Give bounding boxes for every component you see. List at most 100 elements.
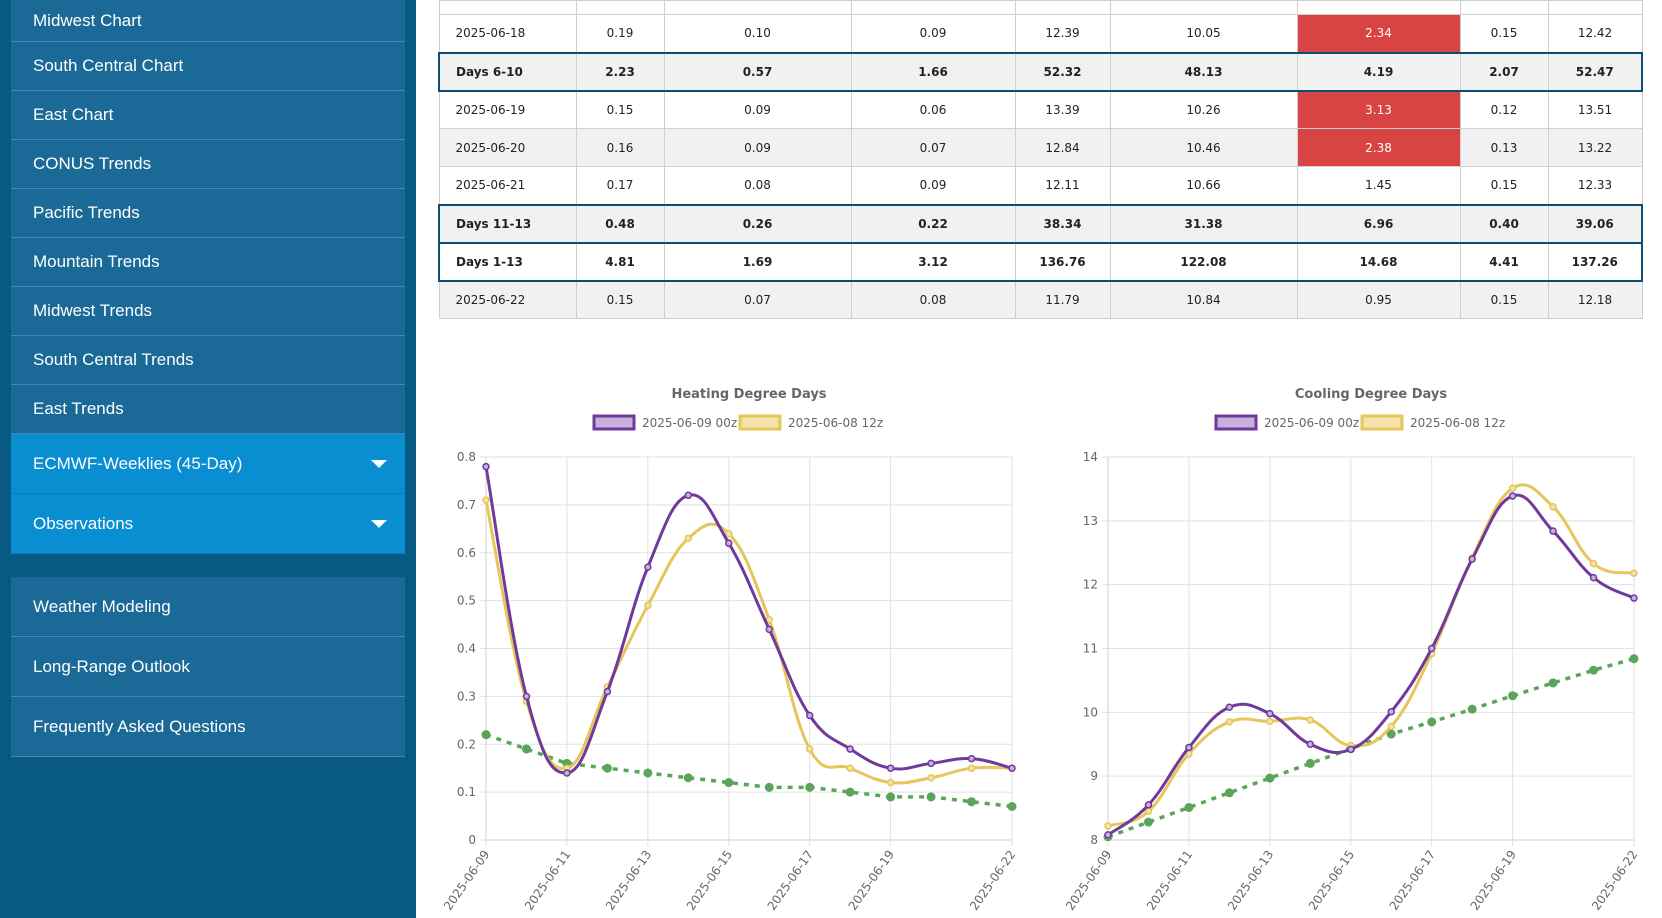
row-label-cell: 2025-06-18	[438, 14, 577, 53]
table-row: 2025-06-21 0.17 0.08 0.09 12.11 10.66 1.45 0.15…	[438, 166, 1643, 205]
summary-row: Days 11-13 0.48 0.26 0.22 38.34 31.38 6.96 0.40…	[438, 203, 1643, 244]
cooling-degree-days-chart: Cooling Degree Days 2025-06-09 00z 2025-06…	[1060, 380, 1650, 918]
sidebar-item-east-trends[interactable]: East Trends	[11, 385, 405, 434]
sidebar-item-long-range-outlook[interactable]: Long-Range Outlook	[11, 637, 405, 697]
value-cell: 1.45	[1296, 166, 1461, 205]
y-tick-label: 0.1	[457, 785, 476, 799]
data-point	[602, 763, 612, 773]
data-point	[846, 745, 854, 753]
value-cell: 13.22	[1547, 128, 1643, 167]
sidebar-item-label: South Central Chart	[33, 56, 184, 75]
series-line	[1107, 483, 1635, 828]
value-cell: 0.09	[663, 90, 852, 129]
data-point	[967, 797, 977, 807]
value-cell	[1109, 0, 1298, 15]
value-cell: 0.48	[575, 203, 665, 244]
x-tick-label: 2025-06-15	[684, 848, 735, 913]
data-point	[1008, 764, 1016, 772]
value-cell: 10.46	[1109, 128, 1298, 167]
value-cell: 4.41	[1459, 241, 1549, 282]
value-cell	[1547, 0, 1643, 15]
data-point	[1427, 717, 1437, 727]
value-cell: 52.32	[1014, 51, 1111, 92]
value-cell	[1296, 0, 1461, 15]
sidebar-item-ecmwf-weeklies[interactable]: ECMWF-Weeklies (45-Day)	[11, 434, 405, 494]
x-tick-label: 2025-06-09	[441, 848, 492, 913]
sidebar-item-south-central-trends[interactable]: South Central Trends	[11, 336, 405, 385]
sidebar-item-south-central-chart[interactable]: South Central Chart	[11, 42, 405, 91]
sidebar-item-label: CONUS Trends	[33, 154, 152, 173]
legend-item: 2025-06-09 00z	[1214, 414, 1359, 431]
sidebar-item-label: Frequently Asked Questions	[33, 716, 246, 736]
sidebar-item-mountain-trends[interactable]: Mountain Trends	[11, 238, 405, 287]
sidebar-item-midwest-trends[interactable]: Midwest Trends	[11, 287, 405, 336]
value-cell: 0.09	[663, 128, 852, 167]
sidebar-item-weather-modeling[interactable]: Weather Modeling	[11, 577, 405, 637]
value-cell: 13.39	[1014, 90, 1111, 129]
row-label-cell	[438, 0, 577, 15]
legend-swatch	[1214, 414, 1258, 431]
y-tick-label: 8	[1090, 833, 1098, 847]
data-point	[1265, 773, 1275, 783]
x-tick-label: 2025-06-13	[1225, 848, 1276, 913]
value-cell: 0.26	[663, 203, 852, 244]
value-cell: 38.34	[1014, 203, 1111, 244]
data-point	[603, 687, 612, 696]
sidebar-item-east-chart[interactable]: East Chart	[11, 91, 405, 140]
value-cell: 0.08	[850, 280, 1016, 319]
sidebar-item-midwest-chart[interactable]: Midwest Chart	[11, 0, 405, 42]
sidebar-secondary-menu: Weather Modeling Long-Range Outlook Freque…	[11, 577, 405, 757]
sidebar-item-conus-trends[interactable]: CONUS Trends	[11, 140, 405, 189]
y-tick-label: 0.2	[457, 737, 476, 751]
data-point	[1144, 801, 1153, 809]
row-label-cell: 2025-06-22	[438, 280, 577, 319]
value-cell: 3.12	[850, 241, 1016, 282]
data-point	[724, 778, 734, 788]
value-cell: 0.06	[850, 90, 1016, 129]
data-point	[1306, 740, 1315, 748]
x-tick-label: 2025-06-11	[1144, 848, 1195, 913]
value-cell: 0.09	[850, 166, 1016, 205]
data-point	[1630, 569, 1638, 577]
data-point	[805, 711, 814, 720]
sidebar-item-label: South Central Trends	[33, 350, 194, 369]
value-cell	[1014, 0, 1111, 15]
value-cell: 39.06	[1547, 203, 1643, 244]
y-tick-label: 0.5	[457, 594, 476, 608]
sidebar-item-observations[interactable]: Observations	[11, 494, 405, 554]
data-point	[886, 792, 896, 802]
value-cell: 0.95	[1296, 280, 1461, 319]
data-point	[927, 774, 935, 782]
data-point	[482, 496, 490, 504]
value-cell	[850, 0, 1016, 15]
data-point	[1589, 559, 1598, 568]
data-point	[644, 563, 652, 571]
data-point	[1548, 678, 1558, 688]
sidebar-item-pacific-trends[interactable]: Pacific Trends	[11, 189, 405, 238]
value-cell: 0.16	[575, 128, 665, 167]
data-point	[643, 768, 653, 778]
value-cell: 136.76	[1014, 241, 1111, 282]
table-row: 2025-06-22 0.15 0.07 0.08 11.79 10.84 0.95 0.15…	[438, 280, 1643, 319]
chart-title: Heating Degree Days	[671, 387, 826, 402]
value-cell: 13.51	[1547, 90, 1643, 129]
x-tick-label: 2025-06-19	[1468, 848, 1519, 913]
data-point	[725, 539, 733, 547]
summary-row: Days 6-10 2.23 0.57 1.66 52.32 48.13 4.19 2.07 5…	[438, 51, 1643, 92]
legend-item: 2025-06-08 12z	[738, 414, 883, 431]
data-point	[1387, 722, 1395, 731]
value-cell: 52.47	[1547, 51, 1643, 92]
value-cell: 12.18	[1547, 280, 1643, 319]
value-cell: 4.19	[1296, 51, 1461, 92]
value-cell: 0.09	[850, 14, 1016, 53]
value-cell: 0.19	[575, 14, 665, 53]
legend-label: 2025-06-09 00z	[1264, 416, 1359, 430]
value-cell: 10.66	[1109, 166, 1298, 205]
sidebar-item-faq[interactable]: Frequently Asked Questions	[11, 697, 405, 757]
data-point	[1629, 654, 1639, 664]
table-row: 2025-06-20 0.16 0.09 0.07 12.84 10.46 2.38 0.13…	[438, 128, 1643, 167]
sidebar-item-label: Mountain Trends	[33, 252, 160, 271]
data-point	[1427, 644, 1436, 653]
x-tick-label: 2025-06-09	[1063, 848, 1114, 913]
series-line	[484, 466, 1013, 775]
